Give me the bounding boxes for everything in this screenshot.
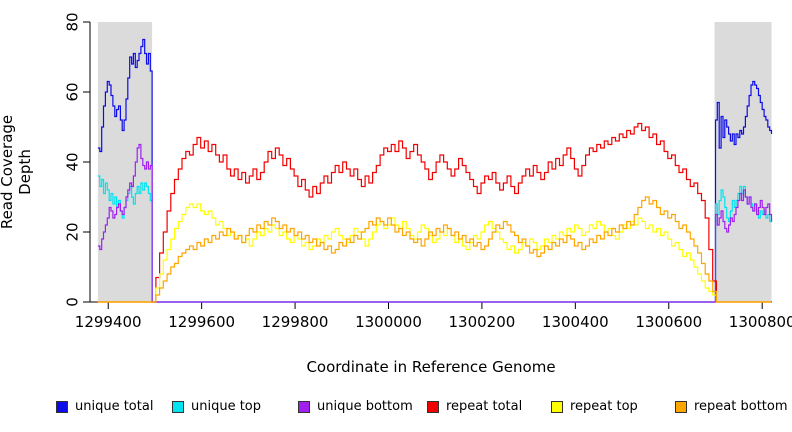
x-axis-label: Coordinate in Reference Genome: [306, 358, 556, 376]
svg-text:1300000: 1300000: [355, 313, 422, 331]
legend-label: unique total: [75, 399, 154, 414]
unique-top-swatch-icon: [172, 400, 184, 413]
legend-label: repeat top: [570, 399, 638, 414]
unique-bottom-swatch-icon: [298, 400, 310, 413]
svg-text:1300400: 1300400: [542, 313, 609, 331]
legend-item-repeat-top: repeat top: [551, 399, 638, 414]
svg-text:1299400: 1299400: [75, 313, 142, 331]
legend-item-unique-top: unique top: [172, 399, 261, 414]
legend-item-repeat-total: repeat total: [427, 399, 522, 414]
legend-item-unique-bottom: unique bottom: [298, 399, 413, 414]
svg-text:40: 40: [63, 152, 81, 171]
svg-text:20: 20: [63, 222, 81, 241]
svg-text:60: 60: [63, 82, 81, 101]
legend-item-repeat-bottom: repeat bottom: [675, 399, 788, 414]
svg-text:1299600: 1299600: [168, 313, 235, 331]
legend: unique total unique top unique bottom re…: [0, 399, 792, 421]
svg-text:1299800: 1299800: [262, 313, 329, 331]
repeat-top-swatch-icon: [551, 400, 563, 413]
legend-label: unique bottom: [317, 399, 413, 414]
repeat-bottom-swatch-icon: [675, 400, 687, 413]
chart-canvas: 1299400 1299600 1299800 1300000 1300200 13004…: [63, 12, 792, 331]
svg-text:80: 80: [63, 12, 81, 31]
legend-label: repeat bottom: [694, 399, 788, 414]
svg-text:0: 0: [63, 297, 81, 307]
svg-text:1300800: 1300800: [729, 313, 792, 331]
y-axis-label: Read Coverage Depth: [0, 114, 34, 230]
svg-text:1300200: 1300200: [449, 313, 516, 331]
unique-total-swatch-icon: [56, 400, 68, 413]
legend-item-unique-total: unique total: [56, 399, 153, 414]
svg-text:1300600: 1300600: [635, 313, 702, 331]
legend-label: repeat total: [446, 399, 523, 414]
legend-label: unique top: [191, 399, 262, 414]
repeat-total-swatch-icon: [427, 400, 439, 413]
